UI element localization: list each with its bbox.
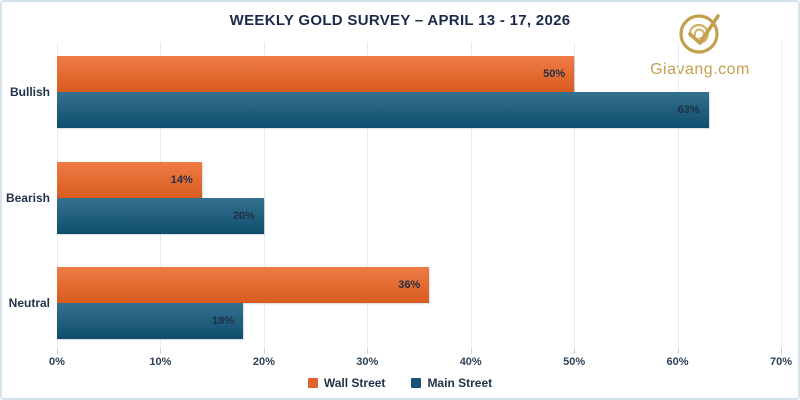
chart-title: WEEKLY GOLD SURVEY – APRIL 13 - 17, 2026 bbox=[229, 12, 571, 29]
legend-item-main-street: Main Street bbox=[411, 376, 492, 390]
gridline bbox=[263, 42, 265, 345]
category-label-bullish: Bullish bbox=[9, 85, 50, 99]
brand-logo: Giavang.com bbox=[640, 10, 760, 79]
bar-wall-street-bullish: 50% bbox=[57, 56, 575, 92]
category-label-neutral: Neutral bbox=[8, 296, 50, 310]
legend-label-wall-street: Wall Street bbox=[323, 376, 386, 390]
x-tick bbox=[677, 347, 679, 354]
gridline bbox=[367, 42, 369, 345]
x-tick-label: 10% bbox=[149, 356, 172, 368]
x-tick-label: 50% bbox=[563, 356, 586, 368]
bar-value-label: 14% bbox=[170, 174, 193, 186]
bar-value-label: 63% bbox=[677, 104, 700, 116]
x-axis-ticks bbox=[57, 345, 782, 354]
x-tick-label: 60% bbox=[666, 356, 689, 368]
x-tick bbox=[263, 347, 265, 354]
legend: Wall Street Main Street bbox=[2, 376, 798, 390]
legend-swatch-wall-street bbox=[307, 378, 318, 388]
bar-value-label: 20% bbox=[232, 210, 255, 222]
gridline bbox=[677, 42, 679, 345]
x-tick bbox=[160, 347, 162, 354]
bar-value-label: 36% bbox=[398, 279, 421, 291]
brand-logo-text: Giavang.com bbox=[650, 61, 750, 78]
x-axis-labels: 0% 10% 20% 30% 40% 50% 60% 70% bbox=[49, 356, 792, 372]
legend-label-main-street: Main Street bbox=[427, 376, 493, 390]
plot-area: 50% 63% 14% 20% 36% 18% bbox=[57, 42, 782, 345]
x-tick bbox=[470, 347, 472, 354]
x-tick-label: 20% bbox=[252, 356, 275, 368]
category-label-bearish: Bearish bbox=[5, 191, 50, 205]
x-tick-label: 30% bbox=[356, 356, 379, 368]
bar-value-label: 50% bbox=[543, 68, 566, 80]
bar-value-label: 18% bbox=[212, 315, 235, 327]
x-tick bbox=[57, 347, 58, 354]
x-tick-label: 70% bbox=[769, 356, 793, 368]
x-tick-label: 0% bbox=[49, 356, 65, 368]
x-tick bbox=[367, 347, 369, 354]
bar-main-street-bearish: 20% bbox=[57, 198, 264, 234]
gridline bbox=[781, 42, 782, 345]
gridline bbox=[470, 42, 472, 345]
legend-item-wall-street: Wall Street bbox=[307, 376, 386, 390]
gridline bbox=[574, 42, 576, 345]
bar-main-street-bullish: 63% bbox=[57, 92, 709, 128]
x-tick bbox=[781, 347, 782, 354]
x-tick bbox=[574, 347, 576, 354]
bar-wall-street-neutral: 36% bbox=[57, 267, 430, 303]
bar-main-street-neutral: 18% bbox=[57, 303, 244, 339]
legend-swatch-main-street bbox=[411, 378, 422, 388]
giavang-circle-check-icon bbox=[674, 10, 726, 61]
x-tick-label: 40% bbox=[459, 356, 482, 368]
bar-wall-street-bearish: 14% bbox=[57, 162, 202, 198]
